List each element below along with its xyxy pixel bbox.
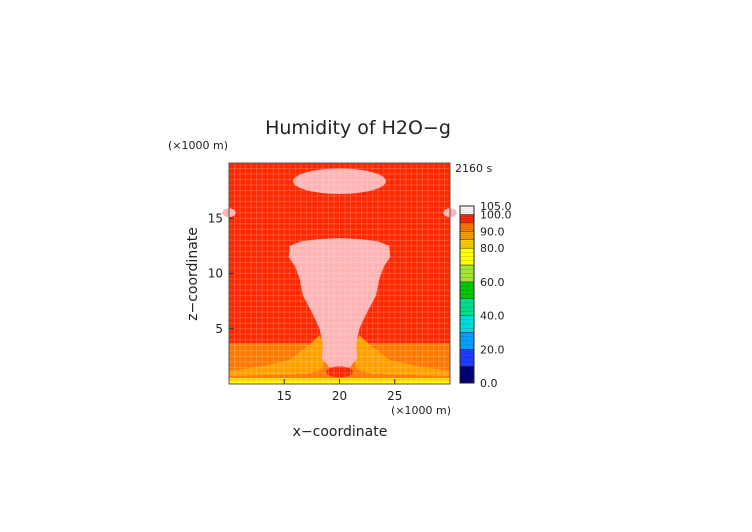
colorbar-label: 40.0 bbox=[480, 310, 505, 323]
colorbar-label: 80.0 bbox=[480, 242, 505, 255]
anvil-and-updraft bbox=[288, 238, 391, 371]
z-tick-label: 5 bbox=[215, 322, 223, 336]
z-axis-label: z−coordinate bbox=[185, 227, 201, 321]
x-axis-ticks: 15 20 25 bbox=[277, 379, 402, 403]
colorbar-label: 0.0 bbox=[480, 377, 498, 390]
z-tick-label: 10 bbox=[208, 267, 223, 281]
colorbar-label: 90.0 bbox=[480, 225, 505, 238]
z-tick-label: 15 bbox=[208, 211, 223, 225]
z-axis-ticks: 5 10 15 bbox=[208, 211, 234, 336]
outflow-wedge-left bbox=[229, 335, 327, 377]
outflow-wedge-right bbox=[352, 335, 450, 377]
colorbar-label: 20.0 bbox=[480, 343, 505, 356]
x-axis-label: x−coordinate bbox=[293, 424, 388, 440]
x-tick-label: 15 bbox=[277, 389, 292, 403]
colorbar-label: 105.0 bbox=[480, 200, 512, 213]
z-unit-label: (×1000 m) bbox=[168, 139, 228, 152]
time-label: 2160 s bbox=[455, 162, 492, 175]
colorbar bbox=[459, 205, 475, 384]
x-unit-label: (×1000 m) bbox=[391, 404, 451, 417]
x-tick-label: 20 bbox=[332, 389, 347, 403]
plot-area bbox=[222, 162, 457, 385]
updraft-base bbox=[326, 366, 353, 378]
colorbar-label: 60.0 bbox=[480, 276, 505, 289]
chart-title: Humidity of H2O−g bbox=[265, 117, 451, 139]
grid-lines bbox=[229, 163, 450, 384]
x-tick-label: 25 bbox=[387, 389, 402, 403]
colorbar-label: 100.0 bbox=[480, 208, 512, 221]
cloud-top-cap bbox=[293, 168, 386, 194]
